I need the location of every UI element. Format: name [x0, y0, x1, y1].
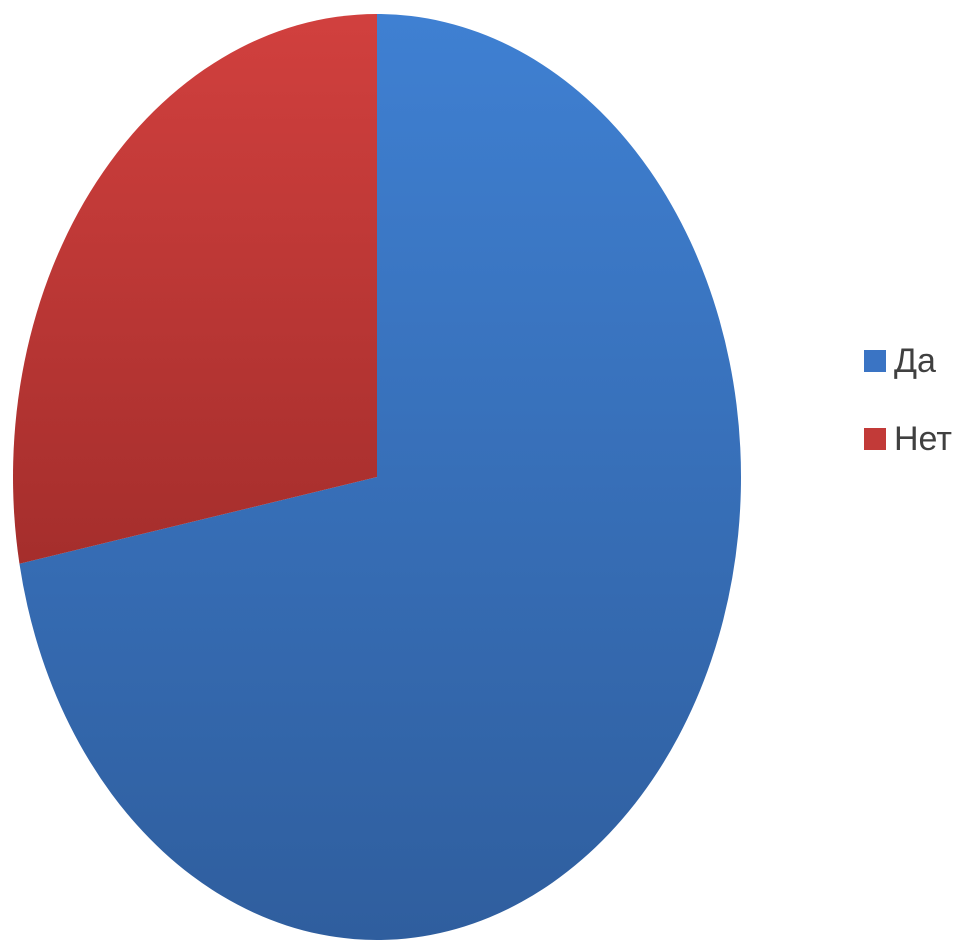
legend-label-net: Нет — [894, 420, 952, 458]
legend: Да Нет — [864, 338, 972, 494]
legend-label-da: Да — [894, 342, 936, 380]
legend-swatch-da — [864, 350, 886, 372]
pie-slice-net — [13, 14, 378, 564]
pie-slice-da — [19, 14, 742, 940]
legend-item-da: Да — [864, 338, 972, 384]
legend-swatch-net — [864, 428, 886, 450]
pie-slices — [13, 14, 742, 940]
legend-item-net: Нет — [864, 416, 972, 462]
